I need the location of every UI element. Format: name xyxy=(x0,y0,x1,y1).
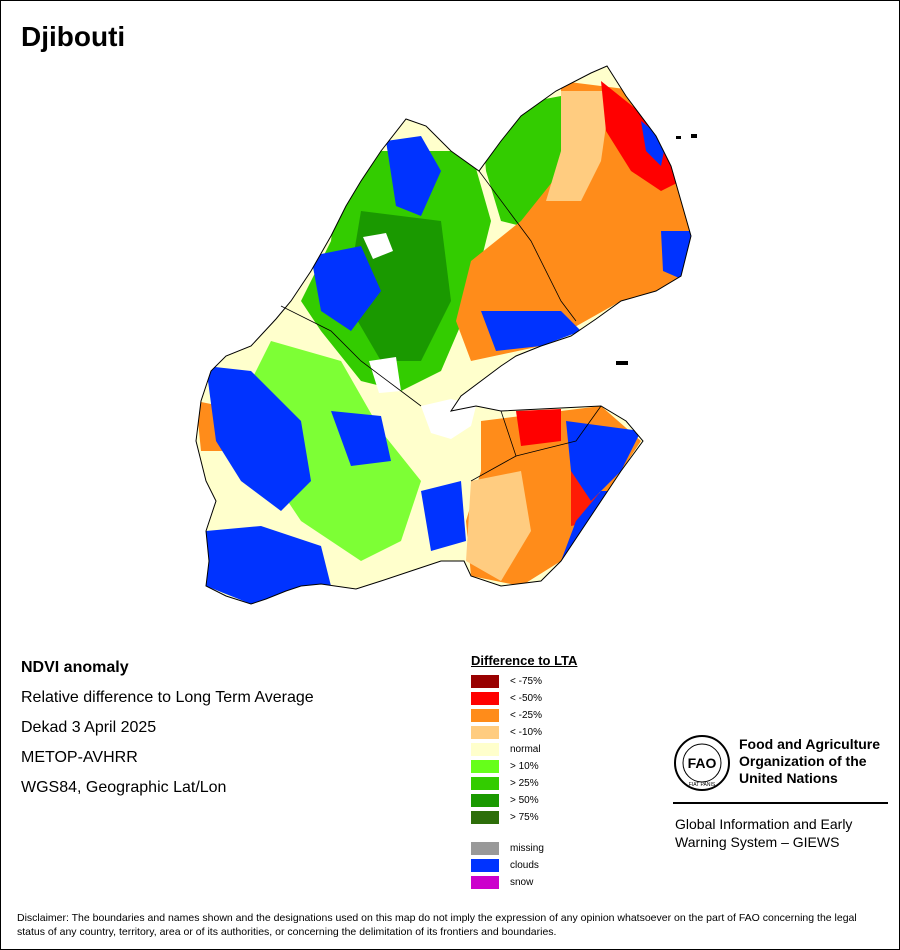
legend-label: > 75% xyxy=(510,812,539,823)
legend-label: < -50% xyxy=(510,693,542,704)
map-clouds-south xyxy=(421,481,466,551)
legend-label: missing xyxy=(510,843,544,854)
legend: Difference to LTA < -75% < -50% < -25% < -1… xyxy=(471,653,577,891)
legend-swatch xyxy=(471,675,499,688)
map-clouds-southwest xyxy=(206,526,331,604)
legend-label: < -25% xyxy=(510,710,542,721)
admin-boundary-dikhil xyxy=(280,305,422,407)
legend-item: normal xyxy=(471,741,577,758)
map-title: Djibouti xyxy=(21,21,126,52)
info-description: Relative difference to Long Term Average xyxy=(21,689,314,706)
legend-swatch xyxy=(471,726,499,739)
legend-swatch xyxy=(471,859,499,872)
legend-label: < -75% xyxy=(510,676,542,687)
legend-label: > 10% xyxy=(510,761,539,772)
info-period: Dekad 3 April 2025 xyxy=(21,719,157,736)
legend-swatch xyxy=(471,777,499,790)
legend-swatch xyxy=(471,709,499,722)
map-info: NDVI anomaly Relative difference to Long… xyxy=(21,658,314,808)
lake-north xyxy=(363,233,393,259)
legend-item: > 50% xyxy=(471,792,577,809)
fao-logo-text: FAO xyxy=(688,755,717,771)
legend-item: > 75% xyxy=(471,809,577,826)
legend-items: < -75% < -50% < -25% < -10% normal > 10% > 25%… xyxy=(471,673,577,826)
map-clouds-centerwest xyxy=(311,246,381,331)
fao-logo-motto: FIAT PANIS xyxy=(689,782,716,788)
map-region-lightgreen xyxy=(241,341,421,561)
legend-title: Difference to LTA xyxy=(471,653,578,668)
island-2 xyxy=(691,134,697,138)
map-clouds-north xyxy=(386,136,441,216)
admin-boundary-djibouti-city xyxy=(515,405,602,457)
legend-swatch xyxy=(471,794,499,807)
legend-swatch xyxy=(471,760,499,773)
map-clouds-east xyxy=(566,421,641,501)
djibouti-map xyxy=(195,65,697,605)
legend-item: < -10% xyxy=(471,724,577,741)
lake-assal xyxy=(369,357,401,393)
legend-item: > 25% xyxy=(471,775,577,792)
admin-boundary-obock xyxy=(478,170,577,322)
fao-divider xyxy=(673,802,888,804)
info-sensor: METOP-AVHRR xyxy=(21,749,138,766)
legend-label: > 25% xyxy=(510,778,539,789)
island-moucha xyxy=(616,361,628,365)
map-clouds-west xyxy=(206,366,311,511)
legend-item: missing xyxy=(471,840,577,857)
legend-label: > 50% xyxy=(510,795,539,806)
info-projection: WGS84, Geographic Lat/Lon xyxy=(21,779,227,796)
legend-swatch xyxy=(471,876,499,889)
fao-org-name: Food and Agriculture Organization of the… xyxy=(739,736,881,786)
map-clouds-northeast xyxy=(641,121,666,166)
legend-item: > 10% xyxy=(471,758,577,775)
island-1 xyxy=(676,136,681,139)
disclaimer: Disclaimer: The boundaries and names sho… xyxy=(17,912,857,938)
legend-item: < -75% xyxy=(471,673,577,690)
legend-label: clouds xyxy=(510,860,539,871)
map-clouds-gulf-north xyxy=(481,311,581,351)
legend-swatch xyxy=(471,811,499,824)
fao-logo-icon: FAO FIAT PANIS xyxy=(674,735,730,791)
map-region-lightorange xyxy=(546,91,611,201)
legend-label: < -10% xyxy=(510,727,542,738)
legend-swatch xyxy=(471,842,499,855)
legend-item: < -50% xyxy=(471,690,577,707)
legend-swatch xyxy=(471,743,499,756)
legend-label: snow xyxy=(510,877,534,888)
legend-extra: missing clouds snow xyxy=(471,840,577,891)
map-region-lightorange-south xyxy=(466,471,531,581)
map-region-red-south xyxy=(516,409,561,446)
legend-label: normal xyxy=(510,744,541,755)
legend-item: snow xyxy=(471,874,577,891)
legend-item: < -25% xyxy=(471,707,577,724)
info-product: NDVI anomaly xyxy=(21,659,129,676)
map-clouds-center xyxy=(331,411,391,466)
legend-swatch xyxy=(471,692,499,705)
fao-giews: Global Information and Early Warning Sys… xyxy=(675,816,853,850)
legend-item: clouds xyxy=(471,857,577,874)
